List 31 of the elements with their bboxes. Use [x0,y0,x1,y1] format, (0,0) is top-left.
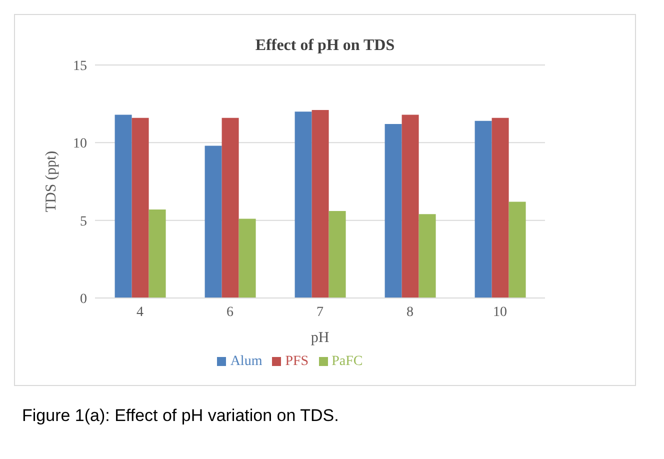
x-tick-label: 7 [316,304,324,320]
y-tick-label: 0 [80,292,87,307]
legend-label: PFS [285,354,309,369]
bar [238,218,256,298]
bar [204,146,222,298]
bar [418,214,436,298]
y-tick-label: 5 [80,214,87,230]
x-tick-label: 4 [136,304,144,320]
bar [148,209,166,298]
bar [114,114,132,298]
y-tick-label: 10 [73,136,87,152]
bar [312,110,329,298]
bar [402,114,419,298]
bar [474,120,492,298]
bar [384,124,402,298]
bar [222,118,239,298]
bar [492,118,509,298]
x-tick-label: 8 [406,304,414,320]
bar [328,211,346,298]
chart-title: Effect of pH on TDS [254,37,396,55]
x-tick-label: 10 [493,304,507,320]
y-tick-label: 15 [73,58,87,74]
bar [294,112,312,298]
legend-label: Alum [230,354,262,369]
bar [508,202,526,298]
legend-label: PaFC [332,354,363,369]
y-axis-title: TDS (ppt) [43,150,60,212]
bar [132,118,149,298]
x-tick-label: 6 [226,304,234,320]
x-axis-title: pH [310,330,330,346]
caption: Figure 1(a): Effect of pH variation on TDS. [22,406,339,426]
